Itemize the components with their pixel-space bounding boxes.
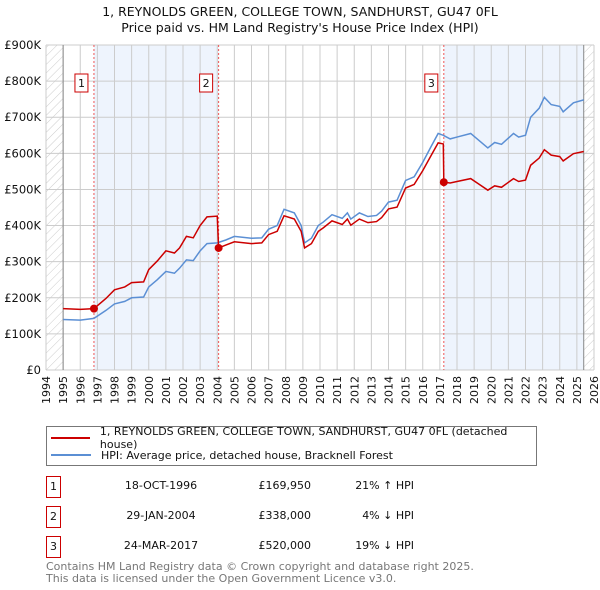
- x-tick-label: 2017: [434, 376, 447, 404]
- x-tick-label: 2014: [383, 376, 396, 404]
- x-tick-label: 2023: [537, 376, 550, 404]
- transaction-date: 24-MAR-2017: [123, 539, 199, 552]
- x-tick-label: 1999: [126, 376, 139, 404]
- footer-copyright: Contains HM Land Registry data © Crown c…: [46, 560, 474, 573]
- x-tick-label: 2012: [348, 376, 361, 404]
- x-tick-label: 2019: [468, 376, 481, 404]
- sale-label: 2: [203, 77, 210, 90]
- x-tick-label: 2005: [228, 376, 241, 404]
- chart-subtitle: Price paid vs. HM Land Registry's House …: [121, 20, 479, 35]
- x-tick-label: 1994: [40, 376, 53, 404]
- y-tick-label: £700K: [4, 110, 41, 124]
- x-tick-label: 2007: [263, 376, 276, 404]
- sale-label: 1: [78, 77, 85, 90]
- x-tick-label: 2026: [588, 376, 600, 404]
- x-tick-label: 2015: [400, 376, 413, 404]
- x-tick-label: 2016: [417, 376, 430, 404]
- x-tick-label: 2006: [246, 376, 259, 404]
- sale-label-box: [424, 73, 439, 93]
- x-tick-label: 2022: [520, 376, 533, 404]
- transaction-hpi: 4% ↓ HPI: [362, 509, 414, 522]
- sale-point: [89, 304, 98, 313]
- price-chart: 1994 1995 1996 1997 1998 1999 2000 2001 2002 2003…: [4, 38, 600, 404]
- transaction-hpi: 19% ↓ HPI: [355, 539, 414, 552]
- x-tick-label: 1997: [91, 376, 104, 404]
- legend-label-hpi: HPI: Average price, detached house, Brac…: [101, 448, 393, 462]
- hatched-region: [46, 45, 64, 370]
- sale-point: [214, 243, 223, 252]
- y-tick-label: £100K: [4, 327, 41, 341]
- x-tick-label: 1995: [57, 376, 70, 404]
- legend-label-property: 1, REYNOLDS GREEN, COLLEGE TOWN, SANDHUR…: [99, 425, 508, 451]
- x-tick-label: 1998: [109, 376, 122, 404]
- y-tick-label: £800K: [4, 74, 41, 88]
- series-line: [63, 142, 584, 311]
- y-tick-label: £900K: [4, 38, 41, 52]
- transaction-number: 1: [46, 476, 61, 498]
- y-tick-label: £400K: [4, 219, 41, 233]
- x-tick-label: 2025: [571, 376, 584, 404]
- sale-label: 3: [428, 77, 435, 90]
- transaction-hpi: 21% ↑ HPI: [355, 479, 414, 492]
- x-tick-label: 1996: [74, 376, 87, 404]
- x-tick-label: 2002: [177, 376, 190, 404]
- x-tick-label: 2008: [280, 376, 293, 404]
- legend-swatch-property: [51, 437, 90, 439]
- y-tick-label: £600K: [4, 146, 41, 160]
- legend: 1, REYNOLDS GREEN, COLLEGE TOWN, SANDHUR…: [46, 425, 537, 466]
- x-tick-label: 2010: [314, 376, 327, 404]
- legend-swatch-hpi: [51, 454, 91, 456]
- x-tick-label: 2000: [143, 376, 156, 404]
- transaction-price: £338,000: [258, 509, 312, 522]
- sale-point: [439, 178, 448, 187]
- x-tick-label: 2020: [485, 376, 498, 404]
- x-tick-label: 2009: [297, 376, 310, 404]
- transaction-date: 18-OCT-1996: [124, 479, 198, 492]
- x-tick-label: 2013: [365, 376, 378, 404]
- chart-title: 1, REYNOLDS GREEN, COLLEGE TOWN, SANDHUR…: [102, 4, 498, 19]
- y-tick-label: £300K: [4, 255, 41, 269]
- x-tick-label: 2011: [331, 376, 344, 404]
- x-tick-label: 2018: [451, 376, 464, 404]
- x-tick-label: 2003: [194, 376, 207, 404]
- hatched-region: [583, 45, 594, 370]
- transaction-number: 3: [46, 536, 61, 558]
- transaction-number: 2: [46, 506, 61, 528]
- x-tick-label: 2024: [554, 376, 567, 404]
- shaded-period: [443, 45, 584, 370]
- y-tick-label: £200K: [4, 291, 41, 305]
- series-line: [63, 96, 584, 321]
- transaction-price: £169,950: [258, 479, 312, 492]
- x-tick-label: 2001: [160, 376, 173, 404]
- transaction-price: £520,000: [258, 539, 312, 552]
- y-tick-label: £0: [26, 363, 41, 377]
- transaction-date: 29-JAN-2004: [126, 509, 196, 522]
- x-tick-label: 2004: [211, 376, 224, 404]
- sale-label-box: [74, 73, 89, 93]
- x-tick-label: 2021: [502, 376, 515, 404]
- footer-licence: This data is licensed under the Open Gov…: [46, 572, 397, 585]
- y-tick-label: £500K: [4, 182, 41, 196]
- sale-label-box: [199, 73, 214, 93]
